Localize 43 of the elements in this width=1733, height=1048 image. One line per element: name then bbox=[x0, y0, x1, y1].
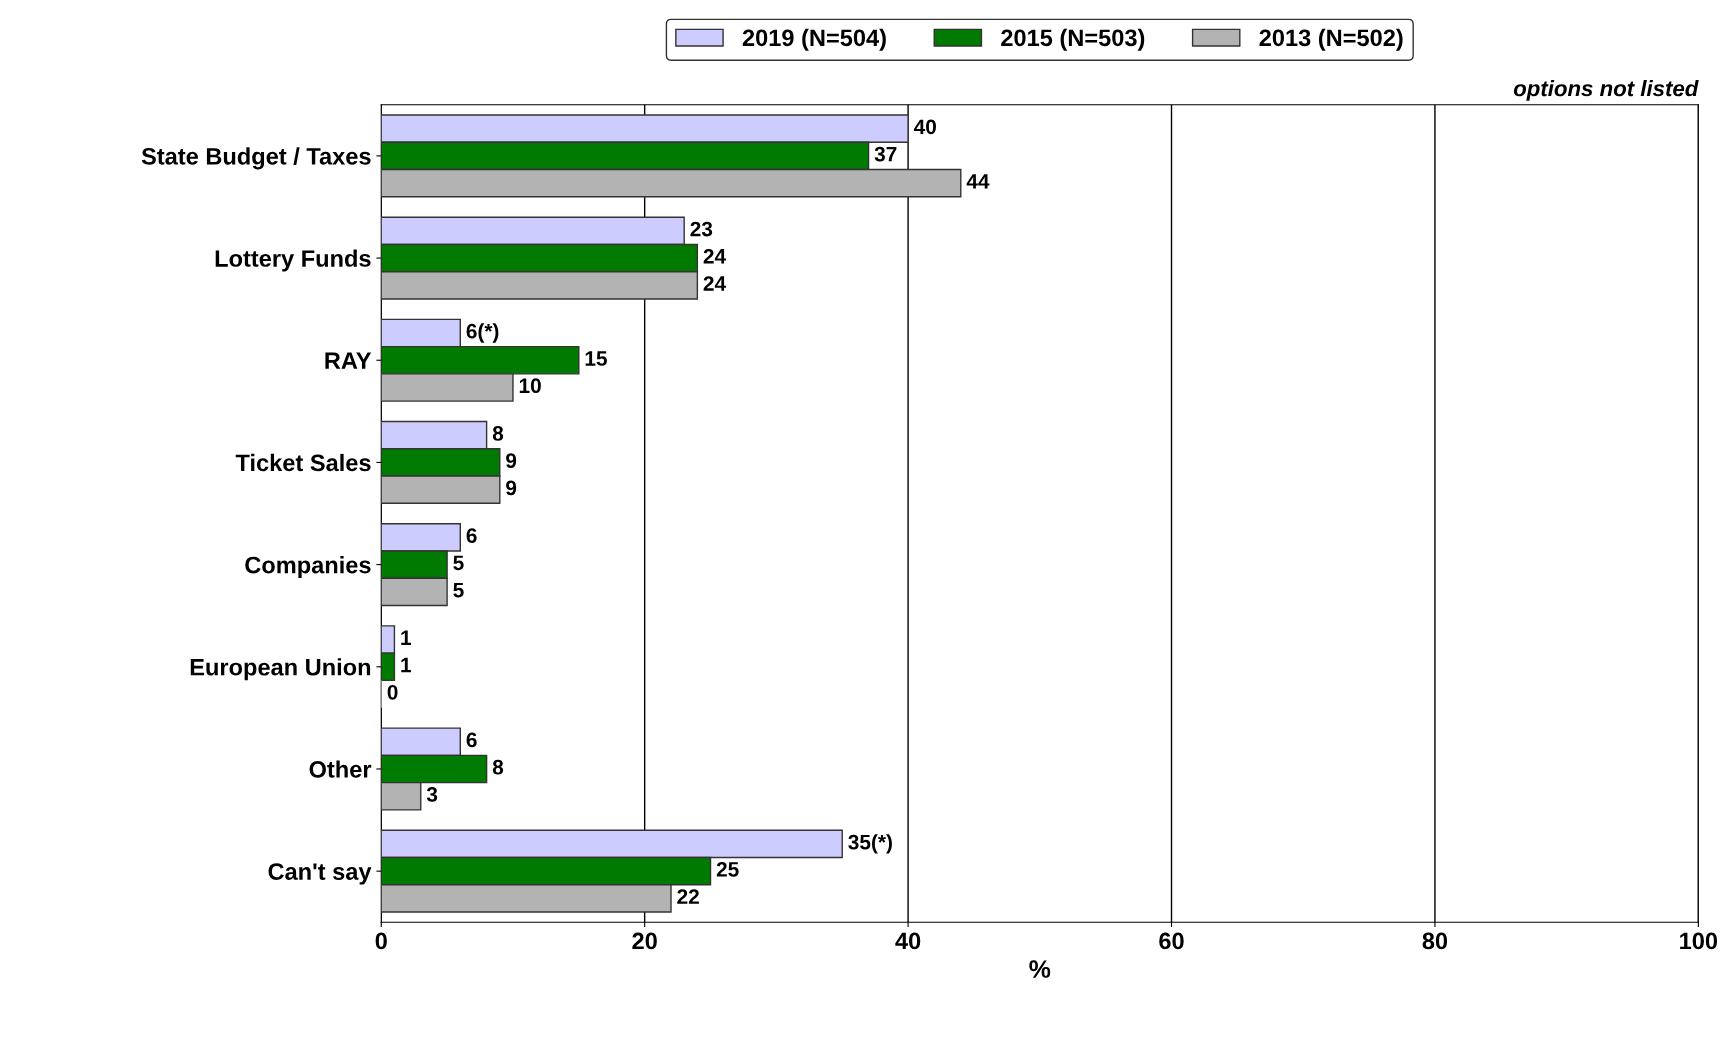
data-label: 35(*) bbox=[848, 834, 892, 854]
data-label: 8 bbox=[492, 759, 504, 775]
y-tick-label: Other bbox=[309, 760, 372, 778]
data-label: 23 bbox=[690, 221, 713, 237]
data-label: 9 bbox=[506, 453, 517, 469]
y-tick-label: Can't say bbox=[268, 863, 372, 885]
data-label: 1 bbox=[401, 630, 411, 645]
y-tick-label: RAY bbox=[325, 352, 372, 369]
x-tick-label: 80 bbox=[1422, 932, 1448, 950]
legend-label: 2013 (N=502) bbox=[1259, 28, 1403, 51]
y-tick-label: European Union bbox=[190, 658, 371, 681]
data-label: 24 bbox=[703, 276, 726, 291]
data-label: 5 bbox=[453, 582, 464, 598]
data-label: 10 bbox=[519, 378, 541, 394]
legend-label: 2015 (N=503) bbox=[1001, 28, 1145, 51]
data-label: 1 bbox=[401, 657, 411, 673]
legend-label: 2019 (N=504) bbox=[742, 28, 886, 51]
y-tick-label: Ticket Sales bbox=[235, 453, 371, 472]
data-label: 8 bbox=[492, 426, 504, 441]
x-tick-label: 20 bbox=[632, 932, 657, 950]
y-tick-label: Lottery Funds bbox=[215, 249, 371, 272]
data-label: 24 bbox=[703, 248, 726, 264]
data-label: 5 bbox=[453, 555, 464, 571]
x-tick-label: 0 bbox=[375, 932, 387, 950]
x-tick-label: 40 bbox=[895, 932, 921, 950]
data-label: 25 bbox=[716, 861, 739, 877]
y-tick-label: State Budget / Taxes bbox=[141, 147, 371, 170]
data-label: 6 bbox=[466, 528, 477, 543]
y-tick-label: Companies bbox=[245, 556, 371, 579]
x-tick-label: 60 bbox=[1159, 932, 1184, 950]
data-label: 0 bbox=[387, 684, 398, 700]
data-label: 37 bbox=[874, 146, 897, 162]
data-label: 22 bbox=[677, 889, 699, 904]
data-label: 40 bbox=[913, 119, 936, 135]
data-label: 3 bbox=[426, 787, 438, 802]
data-label: 6(*) bbox=[466, 323, 499, 343]
data-label: 6 bbox=[466, 732, 477, 748]
data-label: 15 bbox=[585, 351, 607, 366]
data-label: 9 bbox=[506, 480, 517, 496]
data-label: 44 bbox=[966, 174, 990, 189]
x-tick-label: 100 bbox=[1680, 932, 1718, 950]
text: options not listed bbox=[1513, 80, 1699, 101]
x-axis-title: % bbox=[1029, 960, 1051, 978]
